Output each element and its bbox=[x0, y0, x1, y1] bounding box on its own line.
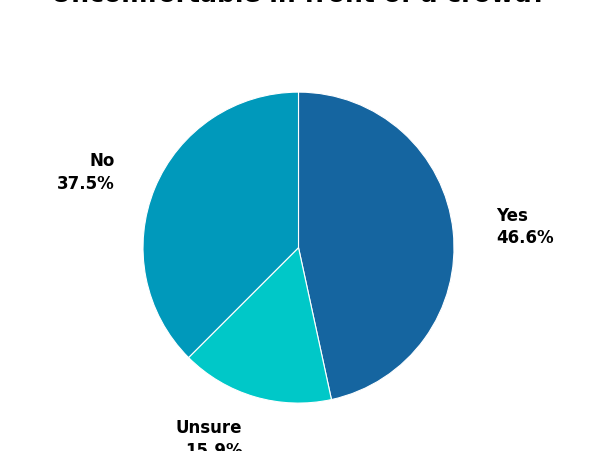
Wedge shape bbox=[298, 93, 454, 400]
Title: Uncomfortable in front of a crowd?: Uncomfortable in front of a crowd? bbox=[51, 0, 546, 7]
Wedge shape bbox=[143, 93, 298, 358]
Text: Unsure
15.9%: Unsure 15.9% bbox=[176, 419, 242, 451]
Wedge shape bbox=[189, 248, 331, 403]
Text: No
37.5%: No 37.5% bbox=[57, 152, 115, 192]
Text: Yes
46.6%: Yes 46.6% bbox=[496, 207, 554, 247]
